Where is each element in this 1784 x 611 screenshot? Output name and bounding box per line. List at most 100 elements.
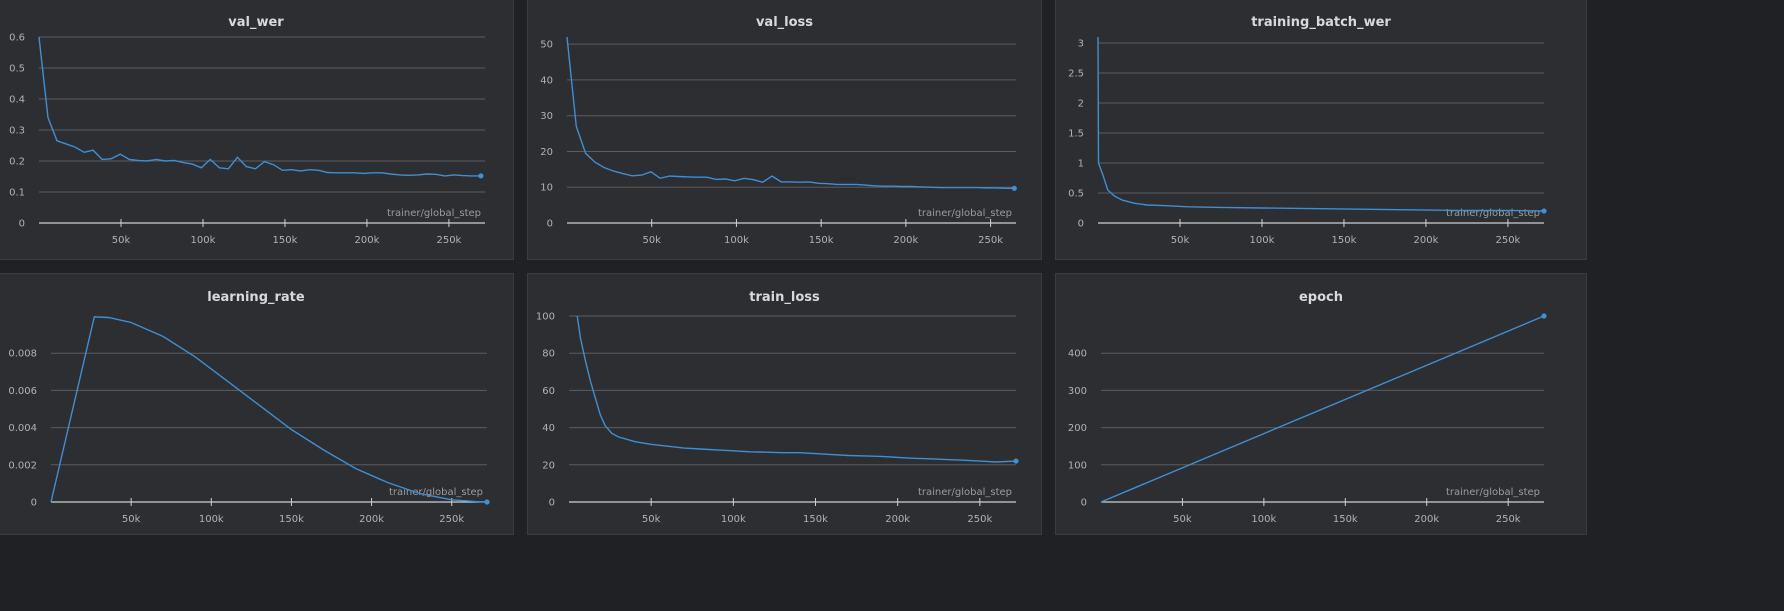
x-tick-label: 150k	[1333, 514, 1358, 525]
x-axis-title: trainer/global_step	[918, 487, 1012, 498]
chart-learning-rate: 0 0.002 0.004 0.006 0.008 50k 100k 150k 200k 250k…	[8, 316, 490, 525]
x-tick-label: 250k	[978, 235, 1003, 246]
x-tick-label: 150k	[803, 514, 828, 525]
panel-training-batch-wer[interactable]: training_batch_wer 0 0.5 1 1.5 2 2.5 3 50k 100k 1…	[1055, 0, 1587, 260]
chart-title: learning_rate	[207, 290, 305, 305]
x-tick-label: 100k	[191, 235, 216, 246]
x-tick-label: 100k	[1250, 235, 1275, 246]
y-tick-label: 0.1	[9, 188, 25, 199]
chart-training-batch-wer: 0 0.5 1 1.5 2 2.5 3 50k 100k 150k 200k 250k trainer/…	[1068, 36, 1547, 246]
y-tick-label: 0	[19, 219, 25, 230]
x-tick-label: 200k	[1413, 235, 1438, 246]
y-tick-label: 0.3	[9, 126, 25, 137]
y-tick-label: 0.6	[9, 33, 25, 44]
y-tick-label: 30	[540, 111, 553, 122]
x-tick-label: 150k	[1332, 235, 1357, 246]
x-tick-label: 100k	[724, 235, 749, 246]
series-line-val_loss	[566, 36, 1015, 190]
y-tick-label: 0	[1081, 498, 1087, 509]
y-tick-label: 100	[536, 312, 555, 323]
series-end-point	[1011, 185, 1017, 191]
x-tick-label: 250k	[436, 235, 461, 246]
x-tick-label: 150k	[279, 514, 304, 525]
y-tick-label: 2.5	[1068, 69, 1084, 80]
x-tick-label: 50k	[1171, 235, 1190, 246]
x-tick-label: 50k	[642, 514, 661, 525]
chart-epoch: 0 100 200 300 400 50k 100k 150k 200k 250k trainer/…	[1068, 313, 1547, 525]
y-tick-label: 0.002	[8, 460, 37, 471]
x-tick-label: 100k	[199, 514, 224, 525]
y-tick-label: 1.5	[1068, 129, 1084, 140]
x-tick-label: 250k	[439, 514, 464, 525]
chart-title: val_wer	[228, 15, 284, 30]
x-axis-title: trainer/global_step	[918, 208, 1012, 219]
y-tick-label: 0	[547, 219, 553, 230]
x-tick-label: 200k	[1414, 514, 1439, 525]
x-tick-label: 150k	[273, 235, 298, 246]
y-tick-label: 0.004	[8, 423, 37, 434]
y-tick-label: 10	[540, 183, 553, 194]
x-tick-label: 200k	[885, 514, 910, 525]
series-line-learning_rate	[50, 316, 488, 503]
series-line-val_wer	[38, 36, 481, 177]
series-end-point	[478, 173, 484, 179]
chart-title: train_loss	[749, 290, 820, 305]
x-tick-label: 250k	[1495, 235, 1520, 246]
x-tick-label: 50k	[122, 514, 141, 525]
chart-title: training_batch_wer	[1251, 15, 1391, 30]
y-tick-label: 0.4	[9, 95, 25, 106]
x-tick-label: 250k	[1496, 514, 1521, 525]
chart-train-loss: 0 20 40 60 80 100 50k 100k 150k 200k 250k trainer/g…	[536, 312, 1019, 525]
series-line-epoch	[1100, 315, 1545, 503]
x-tick-label: 100k	[1251, 514, 1276, 525]
y-tick-label: 0.5	[1068, 189, 1084, 200]
series-line-train_loss	[576, 315, 1017, 463]
y-tick-label: 0	[549, 498, 555, 509]
x-tick-label: 250k	[967, 514, 992, 525]
panel-val-loss[interactable]: val_loss 0 10 20 30 40 50 50k 100k 150k 200k 250k t…	[527, 0, 1042, 260]
series-end-point	[484, 499, 490, 505]
y-tick-label: 100	[1068, 460, 1087, 471]
x-axis-title: trainer/global_step	[1446, 208, 1540, 219]
panel-train-loss[interactable]: train_loss 0 20 40 60 80 100 50k 100k 150k 200k 25…	[527, 273, 1042, 535]
y-tick-label: 400	[1068, 349, 1087, 360]
x-tick-label: 50k	[1173, 514, 1192, 525]
chart-val-loss: 0 10 20 30 40 50 50k 100k 150k 200k 250k trainer/gl…	[540, 36, 1017, 246]
chart-val-wer: 0 0.1 0.2 0.3 0.4 0.5 0.6 50k 100k 150k 200k 250k tr…	[9, 33, 485, 246]
x-tick-label: 50k	[112, 235, 131, 246]
y-tick-label: 1	[1078, 159, 1084, 170]
x-tick-label: 100k	[721, 514, 746, 525]
series-end-point	[1541, 208, 1547, 214]
y-tick-label: 200	[1068, 423, 1087, 434]
x-tick-label: 150k	[809, 235, 834, 246]
y-tick-label: 20	[542, 460, 555, 471]
y-tick-label: 0	[1078, 219, 1084, 230]
y-tick-label: 20	[540, 147, 553, 158]
y-tick-label: 0.006	[8, 386, 37, 397]
x-tick-label: 200k	[359, 514, 384, 525]
chart-title: epoch	[1298, 290, 1343, 305]
y-tick-label: 0.008	[8, 349, 37, 360]
panel-val-wer[interactable]: val_wer 0 0.1 0.2 0.3 0.4 0.5 0.6 50k 100k 150k 20…	[0, 0, 514, 260]
y-tick-label: 300	[1068, 386, 1087, 397]
y-tick-label: 0	[31, 498, 37, 509]
y-tick-label: 80	[542, 349, 555, 360]
y-tick-label: 40	[540, 75, 553, 86]
series-end-point	[1013, 458, 1019, 464]
y-tick-label: 0.2	[9, 157, 25, 168]
y-tick-label: 0.5	[9, 64, 25, 75]
y-tick-label: 50	[540, 40, 553, 51]
series-end-point	[1541, 313, 1547, 319]
panel-learning-rate[interactable]: learning_rate 0 0.002 0.004 0.006 0.008 50k 10…	[0, 273, 514, 535]
panel-epoch[interactable]: epoch 0 100 200 300 400 50k 100k 150k 200k 250k tr…	[1055, 273, 1587, 535]
y-tick-label: 3	[1078, 39, 1084, 50]
y-tick-label: 2	[1078, 99, 1084, 110]
series-line-training_batch_wer	[1097, 36, 1545, 212]
y-tick-label: 40	[542, 423, 555, 434]
x-axis-title: trainer/global_step	[389, 487, 483, 498]
x-tick-label: 50k	[642, 235, 661, 246]
x-axis-title: trainer/global_step	[387, 208, 481, 219]
y-tick-label: 60	[542, 386, 555, 397]
chart-title: val_loss	[755, 15, 814, 30]
x-tick-label: 200k	[893, 235, 918, 246]
